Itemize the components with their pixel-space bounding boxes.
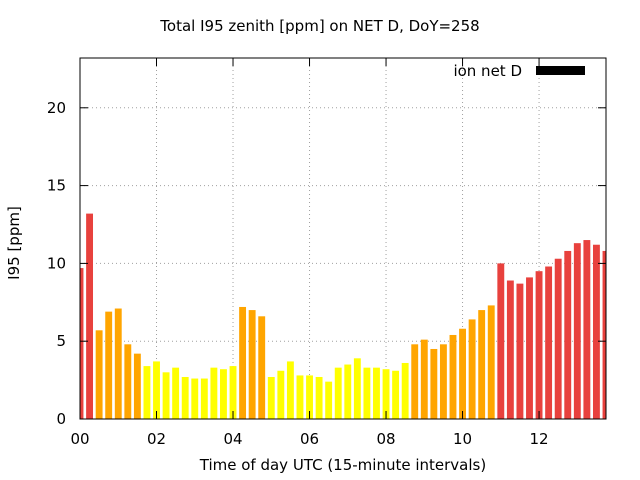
bar	[564, 250, 572, 419]
bar	[315, 376, 323, 419]
bar	[133, 353, 141, 419]
bar	[124, 344, 132, 419]
bar	[277, 370, 285, 419]
legend-label: ion net D	[453, 62, 522, 80]
bar	[573, 243, 581, 419]
bar	[420, 339, 428, 419]
bar	[382, 369, 390, 419]
bar	[95, 330, 103, 419]
bar	[363, 367, 371, 419]
y-tick-label: 0	[56, 410, 66, 428]
bar	[181, 376, 189, 419]
bar	[162, 372, 170, 419]
bars	[80, 213, 606, 419]
bar	[545, 266, 553, 419]
bar	[449, 334, 457, 419]
bar	[526, 277, 533, 419]
bar	[143, 366, 151, 419]
bar	[296, 375, 304, 419]
x-tick-label: 04	[223, 430, 242, 448]
x-tick-label: 10	[453, 430, 472, 448]
y-tick-label: 10	[47, 254, 66, 272]
y-tick-label: 15	[47, 177, 66, 195]
bar	[602, 250, 606, 419]
bar	[325, 381, 333, 419]
y-tick-label: 20	[47, 99, 66, 117]
x-axis-label: Time of day UTC (15-minute intervals)	[199, 456, 487, 474]
legend-swatch	[536, 66, 585, 75]
axis-ticks: 0 5 10 15 20 00 02 04 06 08 10 12	[47, 58, 606, 448]
bar	[478, 310, 486, 419]
x-tick-label: 02	[147, 430, 166, 448]
x-tick-label: 06	[300, 430, 319, 448]
bar	[506, 280, 514, 419]
bar	[248, 310, 256, 419]
bar	[459, 328, 466, 419]
plot-frame	[79, 57, 607, 420]
bar	[401, 362, 409, 419]
bar	[114, 308, 122, 419]
bar	[267, 376, 275, 419]
bar	[306, 375, 313, 419]
bar	[487, 305, 495, 419]
bar	[430, 348, 438, 419]
bar	[105, 311, 113, 419]
bar	[172, 367, 180, 419]
bar	[286, 361, 294, 419]
bar	[497, 263, 505, 419]
bar	[344, 364, 352, 419]
x-tick-label: 12	[530, 430, 549, 448]
bar	[411, 344, 419, 419]
bar	[373, 367, 380, 419]
bar	[239, 306, 247, 419]
bar	[220, 369, 227, 419]
bar	[86, 213, 94, 419]
bar	[200, 378, 208, 419]
bar	[229, 366, 237, 419]
y-tick-label: 5	[56, 332, 66, 350]
x-tick-label: 00	[70, 430, 89, 448]
bar	[535, 271, 543, 419]
bar	[334, 367, 342, 419]
bar	[439, 344, 447, 419]
bar	[468, 319, 476, 419]
bar	[80, 268, 84, 419]
bar	[392, 370, 400, 419]
bar	[583, 240, 591, 419]
legend: ion net D	[453, 62, 585, 80]
bar	[210, 367, 218, 419]
x-tick-label: 08	[376, 430, 395, 448]
bar	[516, 283, 524, 419]
bar	[353, 358, 361, 419]
bar	[554, 258, 562, 419]
bar	[258, 316, 266, 419]
chart-title: Total I95 zenith [ppm] on NET D, DoY=258	[160, 17, 480, 35]
bar	[153, 361, 160, 419]
grid-lines	[80, 58, 606, 419]
bar	[592, 244, 600, 419]
bar	[191, 378, 199, 419]
